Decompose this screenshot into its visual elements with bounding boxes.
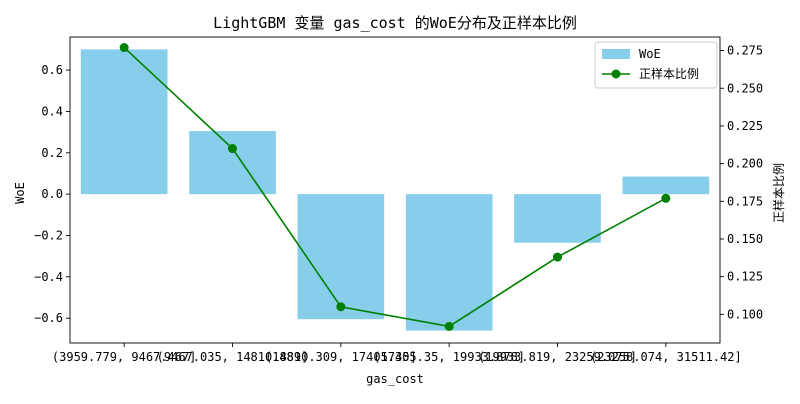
y2-tick-label: 0.200 (727, 157, 763, 171)
positive-ratio-point (336, 302, 346, 312)
woe-bar (189, 131, 276, 195)
y2-tick-label: 0.275 (727, 44, 763, 58)
woe-bar (514, 194, 601, 243)
legend-label-woe: WoE (639, 47, 661, 61)
x-tick-label: (14810.309, 17405.35] (265, 350, 417, 364)
legend: WoE 正样本比例 (594, 41, 718, 89)
y2-tick-label: 0.250 (727, 81, 763, 95)
line-series-group (119, 43, 671, 331)
positive-ratio-point (444, 321, 454, 331)
legend-swatch-marker (611, 69, 621, 79)
axes-group: −0.6 −0.4 −0.2 0.0 0.2 0.4 0.6 0.100 0.125 0.150 0… (34, 36, 763, 364)
plot-frame (69, 36, 721, 344)
x-axis-label: gas_cost (366, 372, 424, 386)
y-tick-label: −0.4 (34, 270, 63, 284)
y-tick-label: 0.0 (41, 187, 63, 201)
y2-axis-label: 正样本比例 (771, 163, 786, 223)
y2-tick-label: 0.150 (727, 232, 763, 246)
y-tick-label: 0.6 (41, 63, 63, 77)
y2-tick-label: 0.125 (727, 270, 763, 284)
positive-ratio-line (123, 46, 667, 328)
legend-label-ratio: 正样本比例 (639, 66, 699, 81)
positive-ratio-point (228, 144, 237, 154)
x-tick-label: (23258.074, 31511.42] (590, 350, 742, 364)
y2-tick-label: 0.225 (727, 119, 763, 133)
positive-ratio-point (661, 193, 671, 203)
chart-title: LightGBM 变量 gas_cost 的WoE分布及正样本比例 (213, 14, 577, 32)
x-tick-label: (3959.779, 9467.467] (52, 350, 197, 364)
positive-ratio-point (553, 252, 562, 262)
legend-swatch-woe (602, 49, 630, 59)
y-tick-label: 0.2 (41, 146, 63, 160)
woe-bar (297, 194, 385, 320)
x-tick-label: (17405.35, 19933.878] (373, 350, 525, 364)
y-tick-label: 0.4 (41, 104, 63, 118)
woe-bar (622, 176, 710, 195)
positive-ratio-point (119, 43, 129, 53)
y-tick-label: −0.6 (34, 311, 63, 325)
y2-tick-label: 0.100 (727, 307, 763, 321)
bars-group (80, 49, 710, 331)
y2-tick-label: 0.175 (727, 194, 763, 208)
x-tick-label: (9467.035, 14810.889] (157, 350, 309, 364)
woe-bar (405, 194, 493, 331)
y-axis-label: WoE (13, 182, 27, 204)
x-tick-label: (19933.819, 23259.075] (478, 350, 637, 364)
woe-bar (80, 49, 168, 195)
y-tick-label: −0.2 (34, 228, 63, 242)
